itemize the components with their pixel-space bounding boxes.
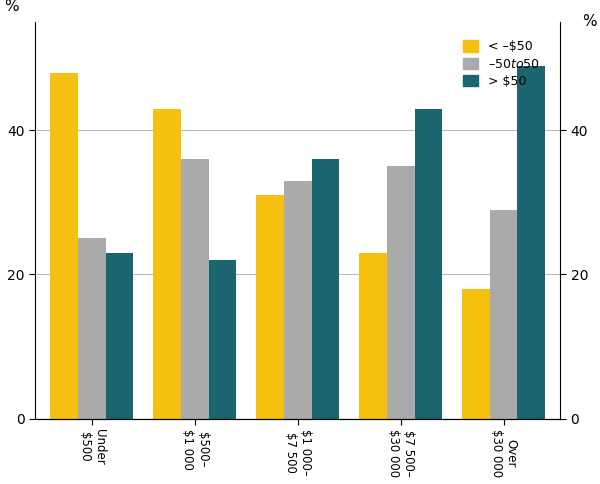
Bar — [462, 289, 490, 419]
Bar — [311, 159, 340, 419]
Bar — [490, 210, 517, 419]
Bar — [181, 159, 209, 419]
Bar — [50, 73, 78, 419]
Bar — [78, 239, 106, 419]
Bar — [359, 253, 387, 419]
Bar — [284, 181, 311, 419]
Legend: < –$50, –$50 to $50, > $50: < –$50, –$50 to $50, > $50 — [459, 37, 544, 92]
Bar — [387, 166, 415, 419]
Y-axis label: %: % — [582, 15, 596, 30]
Bar — [106, 253, 133, 419]
Bar — [517, 66, 545, 419]
Bar — [256, 195, 284, 419]
Bar — [153, 109, 181, 419]
Bar — [209, 260, 236, 419]
Y-axis label: %: % — [4, 0, 19, 15]
Bar — [415, 109, 442, 419]
